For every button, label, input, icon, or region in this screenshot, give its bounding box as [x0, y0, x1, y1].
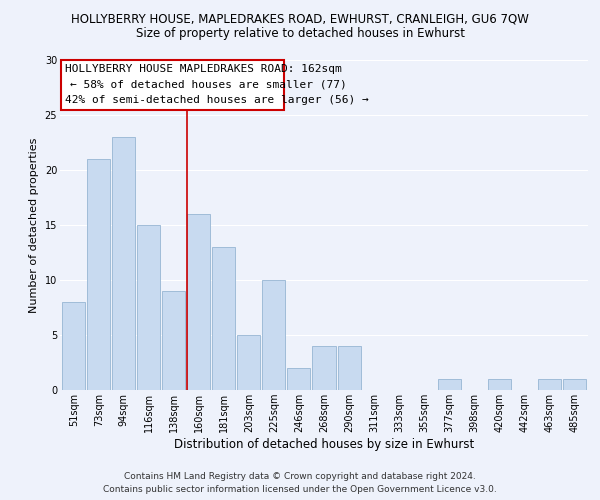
Text: HOLLYBERRY HOUSE, MAPLEDRAKES ROAD, EWHURST, CRANLEIGH, GU6 7QW: HOLLYBERRY HOUSE, MAPLEDRAKES ROAD, EWHU… [71, 12, 529, 26]
Bar [437, 379, 461, 390]
Y-axis label: Number of detached properties: Number of detached properties [29, 138, 39, 312]
Text: Contains HM Land Registry data © Crown copyright and database right 2024.
Contai: Contains HM Land Registry data © Crown c… [103, 472, 497, 494]
Bar [87, 159, 110, 390]
Bar [112, 137, 136, 390]
Bar [538, 379, 561, 390]
Bar [338, 346, 361, 390]
Bar [238, 335, 260, 390]
FancyBboxPatch shape [61, 60, 284, 110]
Bar [488, 379, 511, 390]
Bar [313, 346, 335, 390]
Bar [187, 214, 211, 390]
Text: HOLLYBERRY HOUSE MAPLEDRAKES ROAD: 162sqm: HOLLYBERRY HOUSE MAPLEDRAKES ROAD: 162sq… [65, 64, 342, 74]
Bar [62, 302, 85, 390]
Bar [563, 379, 586, 390]
Text: ← 58% of detached houses are smaller (77): ← 58% of detached houses are smaller (77… [70, 80, 347, 90]
Bar [212, 247, 235, 390]
Text: 42% of semi-detached houses are larger (56) →: 42% of semi-detached houses are larger (… [65, 95, 369, 105]
Text: Size of property relative to detached houses in Ewhurst: Size of property relative to detached ho… [136, 28, 464, 40]
X-axis label: Distribution of detached houses by size in Ewhurst: Distribution of detached houses by size … [174, 438, 474, 451]
Bar [262, 280, 286, 390]
Bar [287, 368, 310, 390]
Bar [137, 225, 160, 390]
Bar [163, 291, 185, 390]
